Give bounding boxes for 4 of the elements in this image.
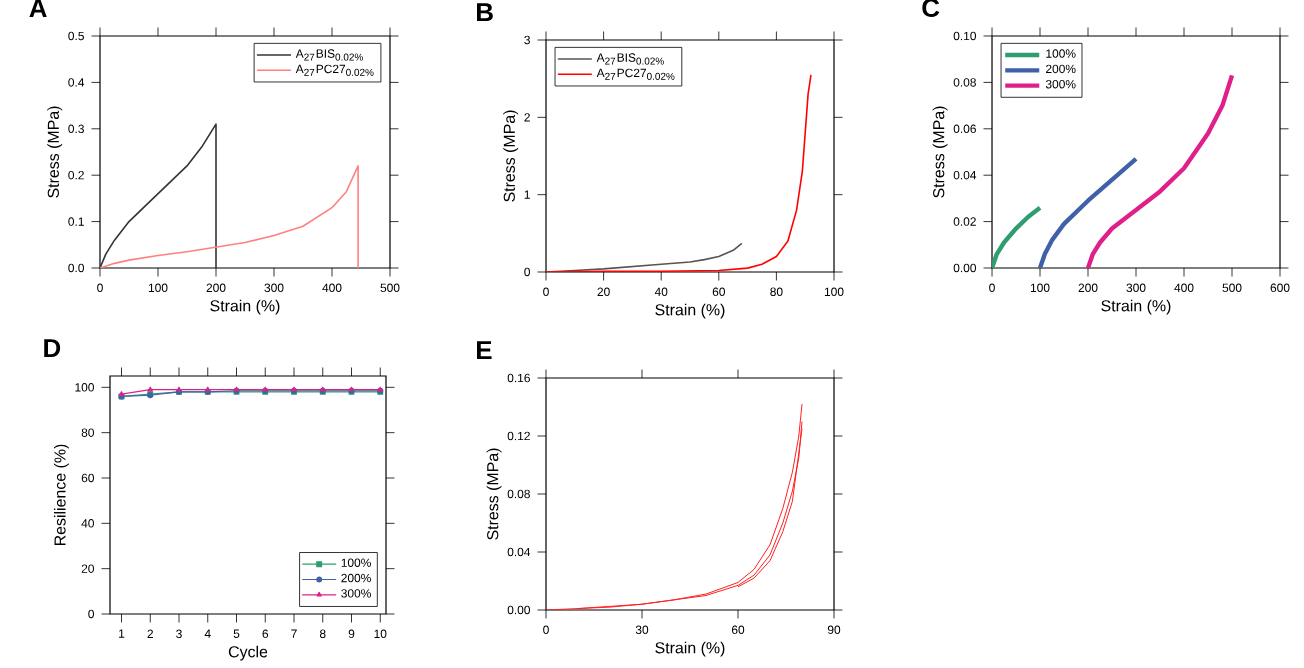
chart-title: D	[44, 339, 61, 357]
chart-title: E	[477, 341, 492, 360]
chart-title: A	[29, 0, 47, 17]
chart-title: B	[477, 3, 493, 21]
